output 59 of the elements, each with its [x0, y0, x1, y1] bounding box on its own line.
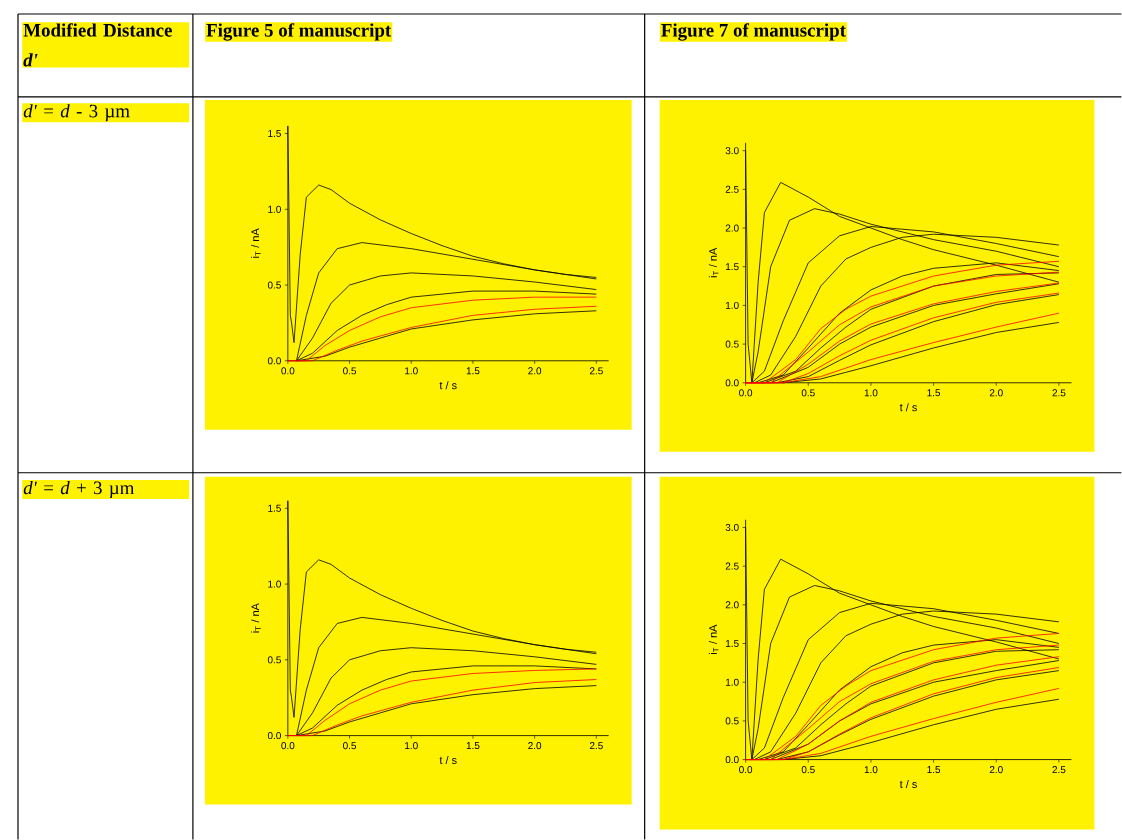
x-tick-label: 1.0 — [864, 389, 878, 397]
y-tick-label: 1.5 — [726, 639, 739, 647]
x-tick-label: 2.0 — [528, 367, 542, 375]
x-tick-label: 0.0 — [281, 367, 295, 375]
x-tick-label: 1.5 — [927, 389, 941, 397]
y-tick-label: 2.0 — [725, 601, 739, 609]
text: d' = d - 3 µm — [23, 104, 130, 122]
y-tick-label: 1.5 — [268, 504, 281, 512]
x-tick-label: 1.5 — [466, 742, 480, 749]
y-tick-label: 1.0 — [268, 580, 281, 588]
y-axis-title: i$_{T}$ / nA — [251, 603, 261, 633]
x-tick-label: 1.5 — [927, 766, 941, 773]
x-tick-label: 0.5 — [801, 389, 815, 397]
y-tick-label: 1.0 — [268, 205, 281, 213]
x-tick-label: 2.0 — [528, 742, 542, 750]
y-axis-title: i$_{T}$ / nA — [708, 247, 719, 278]
x-axis-title: t / s — [439, 381, 457, 390]
x-tick-label: 0.0 — [739, 766, 753, 774]
y-tick-label: 0.5 — [725, 340, 739, 348]
x-tick-label: 1.0 — [864, 766, 878, 774]
y-tick-label: 2.5 — [725, 562, 739, 570]
y-axis-title: i$_{T}$ / nA — [251, 228, 261, 258]
x-tick-label: 0.5 — [343, 742, 357, 750]
x-tick-label: 2.0 — [989, 766, 1003, 774]
x-tick-label: 2.5 — [1052, 766, 1066, 774]
y-tick-label: 1.0 — [726, 301, 739, 309]
x-axis-title: t / s — [439, 755, 457, 764]
x-tick-label: 2.5 — [589, 742, 603, 750]
y-axis-title: i$_{T}$ / nA — [708, 624, 719, 654]
y-tick-label: 3.0 — [725, 147, 739, 155]
x-tick-label: 1.0 — [405, 742, 418, 750]
x-axis-title: t / s — [899, 779, 917, 788]
x-axis-title: t / s — [899, 403, 917, 412]
text: Modified Distance d' — [23, 23, 172, 67]
y-tick-label: 0.0 — [725, 756, 739, 764]
chart-title: Figure 7 of manuscript — [661, 23, 846, 41]
y-tick-label: 1.0 — [726, 678, 739, 686]
y-tick-label: 0.5 — [725, 717, 739, 725]
x-tick-label: 2.5 — [589, 367, 603, 375]
y-tick-label: 1.5 — [268, 129, 281, 137]
x-tick-label: 1.5 — [466, 367, 480, 375]
chart-title: Figure 5 of manuscript — [206, 23, 392, 41]
x-tick-label: 0.0 — [281, 742, 295, 750]
y-tick-label: 3.0 — [725, 523, 739, 531]
y-tick-label: 0.0 — [267, 732, 281, 740]
x-tick-label: 0.5 — [343, 367, 357, 375]
x-tick-label: 1.0 — [405, 367, 418, 375]
text: d' = d + 3 µm — [23, 480, 135, 499]
y-tick-label: 2.5 — [725, 185, 739, 193]
y-tick-label: 2.0 — [725, 224, 739, 232]
x-tick-label: 0.0 — [739, 389, 753, 397]
y-tick-label: 0.5 — [267, 281, 281, 289]
y-tick-label: 0.0 — [725, 379, 739, 387]
y-tick-label: 1.5 — [726, 263, 739, 271]
y-tick-label: 0.5 — [267, 656, 281, 664]
x-tick-label: 0.5 — [801, 766, 815, 774]
y-tick-label: 0.0 — [267, 357, 281, 365]
x-tick-label: 2.0 — [989, 389, 1003, 397]
x-tick-label: 2.5 — [1052, 389, 1066, 397]
